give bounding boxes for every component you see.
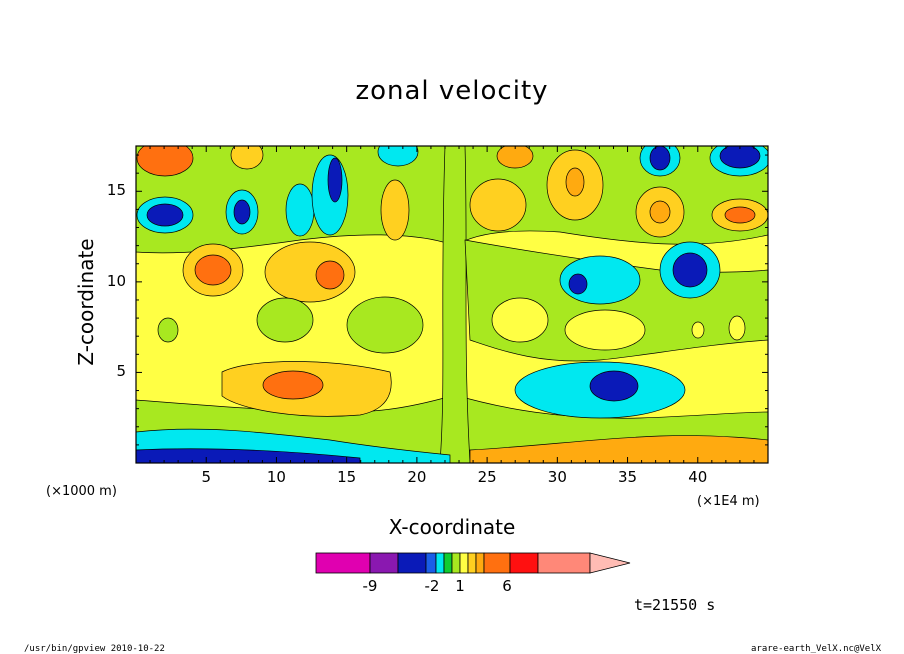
field-region-26 [157,317,179,343]
footer-right: arare-earth_VelX.nc@VelX [751,644,882,654]
field-region-33 [491,297,549,343]
colorbar-label: -9 [362,577,378,595]
field-region-39 [649,200,671,224]
y-axis-ticks [136,154,768,464]
colorbar-label: -2 [424,577,440,595]
x-tick-label: 25 [477,468,497,486]
x-tick-label: 10 [266,468,286,486]
field-region-30 [568,273,588,295]
field-region-25 [346,296,424,354]
field-region-35 [469,178,527,232]
field-region-12 [315,260,345,290]
colorbar-label: 1 [455,577,465,595]
field-region-34 [564,309,646,351]
x-unit-left: (×1000 m) [46,484,117,499]
field-region-47 [728,315,746,341]
field-region-17 [285,183,315,237]
colorbar-cell [425,552,437,574]
y-axis-label: Z-coordinate [74,238,98,366]
velocity-field [136,146,768,463]
time-annotation: t=21550 s [634,596,716,614]
field-region-6 [136,448,361,463]
colorbar-cell [459,552,469,574]
colorbar-cell [315,552,371,574]
x-tick-label: 20 [407,468,427,486]
field-region-21 [230,146,264,170]
field-region-48 [691,321,705,339]
field-region-5 [469,435,768,463]
field-region-23 [377,146,419,167]
field-region-22 [380,179,410,241]
colorbar-cell [509,552,539,574]
field-region-8 [262,370,324,400]
field-region-16 [233,199,251,225]
field-region-28 [589,370,639,402]
x-tick-label: 35 [618,468,638,486]
colorbar-cell [369,552,399,574]
y-tick-label: 15 [106,181,126,200]
colorbar [315,552,631,574]
footer-left: /usr/bin/gpview 2010-10-22 [24,644,165,654]
colorbar-cell [443,552,453,574]
colorbar-cell [475,552,485,574]
colorbar-cell [537,552,591,574]
colorbar-cell [483,552,511,574]
field-region-37 [565,167,585,197]
field-region-10 [194,254,232,286]
x-axis-label: X-coordinate [388,515,516,539]
field-region-20 [136,146,194,177]
y-tick-label: 5 [116,362,126,381]
x-tick-label: 5 [201,468,211,486]
field-region-45 [719,146,761,169]
field-region-41 [724,206,756,224]
field-region-32 [672,252,708,288]
field-region-14 [146,203,184,227]
colorbar-arrow [589,552,631,574]
field-region-24 [256,297,314,343]
x-axis-ticks [135,146,769,463]
field-region-19 [327,157,343,203]
field-region-46 [496,146,534,169]
field-region-2 [439,146,471,463]
x-tick-label: 15 [337,468,357,486]
x-unit-right: (×1E4 m) [697,494,760,509]
colorbar-cell [435,552,445,574]
x-tick-label: 30 [547,468,567,486]
colorbar-label: 6 [502,577,512,595]
colorbar-cell [467,552,477,574]
field-region-43 [649,146,671,171]
colorbar-cell [451,552,461,574]
colorbar-cell [397,552,427,574]
chart-title: zonal velocity [355,76,549,106]
y-tick-label: 10 [106,271,126,290]
plot-frame [135,145,769,464]
x-tick-label: 40 [688,468,708,486]
